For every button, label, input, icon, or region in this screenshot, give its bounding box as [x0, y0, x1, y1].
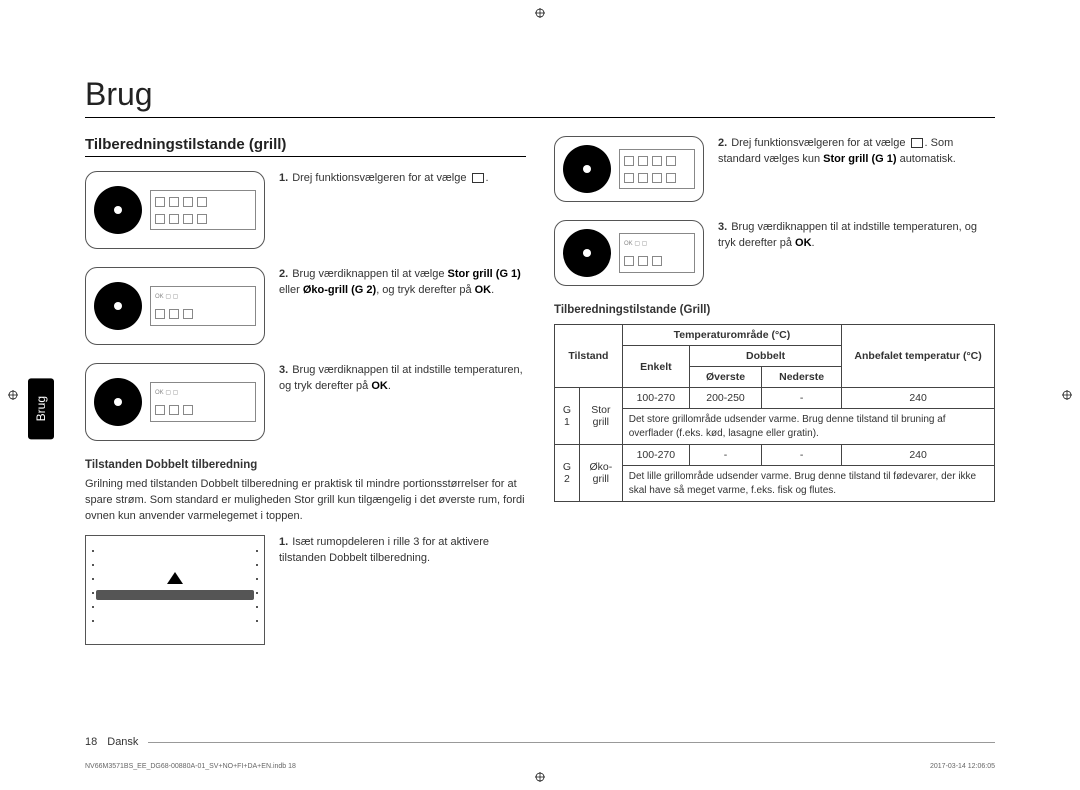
- cell-single: 100-270: [622, 388, 689, 409]
- up-arrow-icon: [167, 572, 183, 584]
- cell-lower: -: [762, 388, 842, 409]
- table-row: G 2 Øko-grill 100-270 - - 240: [555, 445, 995, 466]
- cell-single: 100-270: [622, 445, 689, 466]
- imprint-timestamp: 2017-03-14 12:06:05: [930, 763, 995, 770]
- cell-upper: 200-250: [689, 388, 761, 409]
- cell-code: G 1: [555, 388, 580, 445]
- knob-icon: [94, 378, 142, 426]
- th-rec: Anbefalet temperatur (°C): [842, 325, 995, 388]
- display-icon: OK ▢ ▢: [619, 233, 695, 273]
- cell-name: Øko-grill: [579, 445, 622, 502]
- step-text: 3.Brug værdiknappen til at indstille tem…: [718, 220, 995, 252]
- crop-mark-bottom: [535, 772, 545, 782]
- th-lower: Nederste: [762, 367, 842, 388]
- crop-mark-left: [8, 390, 18, 400]
- display-icon: OK ▢ ▢: [150, 382, 256, 422]
- table-heading: Tilberedningstilstande (Grill): [554, 304, 995, 316]
- step-row: 1.Drej funktionsvælgeren for at vælge .: [85, 171, 526, 249]
- panel-illustration: [85, 171, 265, 249]
- th-temp-range: Temperaturområde (°C): [622, 325, 841, 346]
- cell-rec: 240: [842, 388, 995, 409]
- left-column: Tilberedningstilstande (grill) 1.Drej fu…: [85, 136, 526, 663]
- cell-rec: 240: [842, 445, 995, 466]
- cell-name: Stor grill: [579, 388, 622, 445]
- subheading-dobbelt: Tilstanden Dobbelt tilberedning: [85, 459, 526, 471]
- grill-modes-table: Tilstand Temperaturområde (°C) Anbefalet…: [554, 324, 995, 502]
- step-text: 1.Isæt rumopdeleren i rille 3 for at akt…: [279, 535, 526, 567]
- step-row: 2.Drej funktionsvælgeren for at vælge . …: [554, 136, 995, 202]
- imprint-footer: NV66M3571BS_EE_DG68-00880A-01_SV+NO+FI+D…: [85, 763, 995, 770]
- step-row: OK ▢ ▢ 3.Brug værdiknappen til at indsti…: [554, 220, 995, 286]
- step-row: OK ▢ ▢ 3.Brug værdiknappen til at indsti…: [85, 363, 526, 441]
- page-title: Brug: [85, 76, 995, 118]
- step-text: 2.Drej funktionsvælgeren for at vælge . …: [718, 136, 995, 168]
- step-text: 1.Drej funktionsvælgeren for at vælge .: [279, 171, 526, 187]
- cell-code: G 2: [555, 445, 580, 502]
- panel-illustration: OK ▢ ▢: [85, 363, 265, 441]
- table-row: G 1 Stor grill 100-270 200-250 - 240: [555, 388, 995, 409]
- crop-mark-right: [1062, 390, 1072, 400]
- imprint-file: NV66M3571BS_EE_DG68-00880A-01_SV+NO+FI+D…: [85, 763, 296, 770]
- panel-illustration: [554, 136, 704, 202]
- step-text: 2.Brug værdiknappen til at vælge Stor gr…: [279, 267, 526, 299]
- page-number: 18: [85, 736, 97, 748]
- body-text-dobbelt: Grilning med tilstanden Dobbelt tilbered…: [85, 477, 526, 525]
- display-icon: [619, 149, 695, 189]
- section-title-left: Tilberedningstilstande (grill): [85, 136, 526, 157]
- knob-icon: [94, 186, 142, 234]
- right-column: 2.Drej funktionsvælgeren for at vælge . …: [554, 136, 995, 663]
- knob-icon: [563, 145, 611, 193]
- panel-illustration: OK ▢ ▢: [85, 267, 265, 345]
- th-double: Dobbelt: [689, 346, 841, 367]
- side-tab: Brug: [28, 378, 54, 439]
- display-icon: [150, 190, 256, 230]
- mode-icon: [472, 173, 484, 183]
- cell-desc: Det store grillområde udsender varme. Br…: [622, 409, 994, 445]
- mode-icon: [911, 138, 923, 148]
- step-text: 3.Brug værdiknappen til at indstille tem…: [279, 363, 526, 395]
- content-columns: Tilberedningstilstande (grill) 1.Drej fu…: [45, 136, 1035, 663]
- th-upper: Øverste: [689, 367, 761, 388]
- display-icon: OK ▢ ▢: [150, 286, 256, 326]
- crop-mark-top: [535, 8, 545, 18]
- cell-desc: Det lille grillområde udsender varme. Br…: [622, 466, 994, 502]
- step-row: 1.Isæt rumopdeleren i rille 3 for at akt…: [85, 535, 526, 645]
- cell-lower: -: [762, 445, 842, 466]
- knob-icon: [94, 282, 142, 330]
- th-single: Enkelt: [622, 346, 689, 388]
- knob-icon: [563, 229, 611, 277]
- th-mode: Tilstand: [555, 325, 623, 388]
- page-lang: Dansk: [107, 736, 138, 748]
- oven-illustration: [85, 535, 265, 645]
- cell-upper: -: [689, 445, 761, 466]
- panel-illustration: OK ▢ ▢: [554, 220, 704, 286]
- page-footer: 18 Dansk: [85, 736, 995, 748]
- step-row: OK ▢ ▢ 2.Brug værdiknappen til at vælge …: [85, 267, 526, 345]
